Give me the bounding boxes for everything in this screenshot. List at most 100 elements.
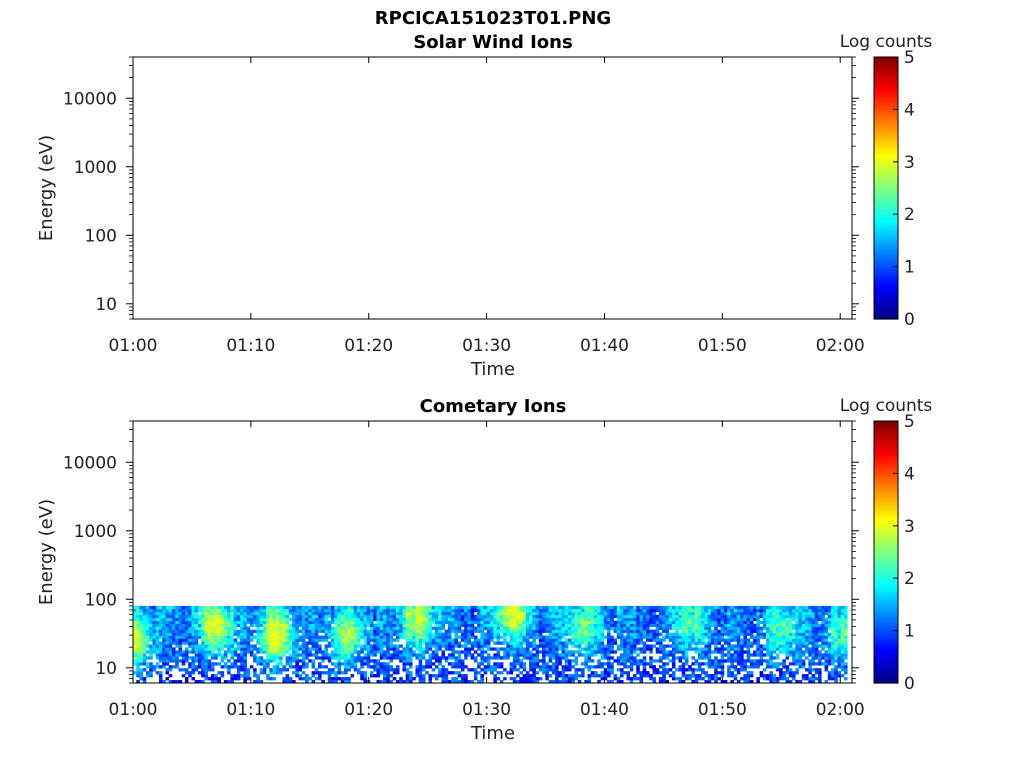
spectrogram-cell xyxy=(295,659,299,663)
spectrogram-cell xyxy=(370,659,374,663)
spectrogram-cell xyxy=(694,629,699,633)
spectrogram-cell xyxy=(415,608,420,613)
spectrogram-cell xyxy=(256,611,260,616)
spectrogram-cell xyxy=(736,620,741,625)
spectrogram-cell xyxy=(821,617,825,622)
spectrogram-cell xyxy=(662,656,666,660)
spectrogram-cell xyxy=(623,620,627,625)
spectrogram-cell xyxy=(158,677,163,681)
spectrogram-cell xyxy=(227,626,231,630)
spectrogram-cell xyxy=(824,665,829,669)
spectrogram-cell xyxy=(386,650,390,654)
spectrogram-cell xyxy=(636,614,640,619)
spectrogram-cell xyxy=(438,668,442,672)
spectrogram-cell xyxy=(269,611,273,616)
spectrogram-cell xyxy=(473,668,478,672)
spectrogram-cell xyxy=(457,656,462,660)
spectrogram-cell xyxy=(769,674,773,678)
spectrogram-cell xyxy=(441,632,445,636)
spectrogram-cell xyxy=(649,674,653,678)
spectrogram-cell xyxy=(240,626,244,630)
spectrogram-cell xyxy=(694,608,699,613)
spectrogram-cell xyxy=(220,620,225,625)
spectrogram-cell xyxy=(496,641,501,645)
spectrogram-cell xyxy=(178,647,183,651)
spectrogram-cell xyxy=(766,665,770,669)
spectrogram-cell xyxy=(545,641,549,645)
spectrogram-cell xyxy=(493,626,497,630)
spectrogram-cell xyxy=(503,626,507,630)
spectrogram-cell xyxy=(347,653,351,657)
spectrogram-cell xyxy=(590,671,595,675)
spectrogram-cell xyxy=(581,626,585,630)
spectrogram-cell xyxy=(366,605,371,610)
spectrogram-cell xyxy=(408,623,413,627)
spectrogram-cell xyxy=(529,626,533,630)
spectrogram-cell xyxy=(769,653,773,657)
spectrogram-cell xyxy=(259,671,264,675)
plot-frame xyxy=(132,56,853,320)
spectrogram-cell xyxy=(415,635,420,639)
spectrogram-cell xyxy=(795,608,799,613)
spectrogram-cell xyxy=(402,647,407,651)
spectrogram-cell xyxy=(597,665,601,669)
spectrogram-cell xyxy=(620,659,624,663)
spectrogram-cell xyxy=(379,635,384,639)
spectrogram-cell xyxy=(360,665,364,669)
spectrogram-cell xyxy=(136,626,140,630)
spectrogram-cell xyxy=(441,635,445,639)
spectrogram-cell xyxy=(298,629,303,633)
spectrogram-cell xyxy=(623,641,627,645)
spectrogram-cell xyxy=(408,665,413,669)
spectrogram-cell xyxy=(246,644,251,648)
spectrogram-cell xyxy=(162,662,166,666)
spectrogram-cell xyxy=(824,656,829,660)
spectrogram-cell xyxy=(373,641,377,645)
spectrogram-cell xyxy=(658,665,663,669)
spectrogram-cell xyxy=(590,629,595,633)
spectrogram-cell xyxy=(347,641,351,645)
spectrogram-cell xyxy=(415,671,420,675)
spectrogram-cell xyxy=(178,608,183,613)
spectrogram-cell xyxy=(285,623,290,627)
spectrogram-cell xyxy=(370,644,374,648)
spectrogram-cell xyxy=(671,641,676,645)
spectrogram-cell xyxy=(681,680,686,684)
spectrogram-cell xyxy=(272,614,277,619)
spectrogram-cell xyxy=(214,620,218,625)
spectrogram-cell xyxy=(610,623,614,627)
spectrogram-cell xyxy=(509,626,514,630)
spectrogram-cell xyxy=(240,662,244,666)
spectrogram-cell xyxy=(610,617,614,622)
spectrogram-cell xyxy=(564,677,569,681)
spectrogram-cell xyxy=(457,644,462,648)
spectrogram-cell xyxy=(327,620,332,625)
spectrogram-cell xyxy=(636,635,640,639)
spectrogram-cell xyxy=(418,653,423,657)
spectrogram-cell xyxy=(814,614,819,619)
spectrogram-cell xyxy=(389,665,394,669)
spectrogram-cell xyxy=(756,635,760,639)
spectrogram-cell xyxy=(736,635,741,639)
spectrogram-cell xyxy=(512,614,517,619)
spectrogram-cell xyxy=(675,650,679,654)
spectrogram-cell xyxy=(555,671,559,675)
spectrogram-cell xyxy=(681,620,686,625)
spectrogram-cell xyxy=(308,635,312,639)
spectrogram-cell xyxy=(714,632,718,636)
spectrogram-cell xyxy=(347,656,351,660)
spectrogram-cell xyxy=(548,647,553,651)
spectrogram-cell xyxy=(340,629,345,633)
spectrogram-cell xyxy=(366,650,371,654)
spectrogram-cell xyxy=(717,623,721,627)
spectrogram-cell xyxy=(736,638,741,642)
spectrogram-cell xyxy=(275,644,280,648)
spectrogram-cell xyxy=(447,647,452,651)
spectrogram-cell xyxy=(194,668,199,672)
spectrogram-cell xyxy=(340,620,345,625)
spectrogram-cell xyxy=(298,605,303,610)
spectrogram-cell xyxy=(483,635,488,639)
spectrogram-cell xyxy=(434,653,439,657)
spectrogram-cell xyxy=(691,638,695,642)
spectrogram-cell xyxy=(301,626,306,630)
